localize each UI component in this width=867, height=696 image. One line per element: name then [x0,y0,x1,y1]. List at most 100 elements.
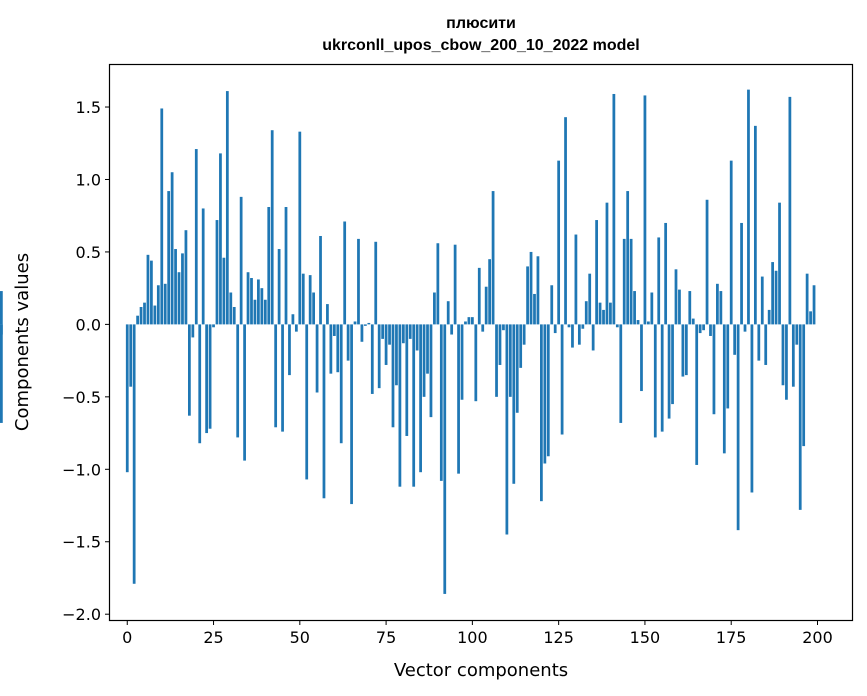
bar-96 [457,324,460,474]
y-tick-label: 0.0 [76,315,101,334]
bar-65 [350,324,353,505]
bar-79 [398,324,402,487]
bar-57 [322,324,326,499]
bar-167 [702,324,705,331]
bar-129 [571,324,574,348]
x-tick-label: 0 [122,628,132,647]
bar-10 [160,108,164,325]
bar-199 [812,285,816,325]
bar-87 [426,324,429,374]
bar-198 [809,311,812,325]
bar-42 [270,130,274,325]
y-tick-label: −2.0 [62,605,101,624]
bar-128 [567,324,571,328]
bar-166 [698,324,702,334]
bar-40 [263,299,267,325]
bar-80 [401,324,405,344]
bar-160 [678,289,681,325]
bar-118 [533,293,536,325]
bar-2 [132,324,136,584]
bar-149 [640,324,643,392]
bar-111 [508,324,512,397]
bar-144 [622,238,626,325]
bar-151 [647,321,650,325]
bar-61 [336,324,340,373]
bar-182 [753,125,757,325]
bar-136 [595,220,598,325]
bar-28 [222,257,226,325]
y-tick-label: −1.5 [62,533,101,552]
bar-181 [750,324,754,493]
bar-7 [150,260,153,325]
bar-85 [419,324,422,473]
bar-93 [446,301,450,325]
bar-35 [246,272,250,325]
bar-154 [657,237,661,325]
bar-17 [184,230,188,325]
bar-139 [605,202,609,325]
bar-21 [198,324,202,444]
bar-146 [629,238,633,325]
bar-63 [343,221,347,325]
bar-15 [177,272,181,325]
bar-186 [767,309,771,325]
bar-145 [626,191,630,325]
bar-155 [660,324,664,432]
bar-194 [795,324,799,345]
x-tick-label: 175 [716,628,747,647]
bar-67 [357,238,360,325]
bar-41 [267,207,271,325]
bar-106 [491,191,495,325]
bar-184 [760,276,764,325]
x-tick-label: 200 [802,628,833,647]
bar-164 [691,318,695,325]
x-tick-label: 150 [630,628,661,647]
bar-83 [412,324,416,487]
bar-150 [643,95,647,325]
bar-76 [388,324,391,345]
x-tick-label: 100 [457,628,488,647]
bar-8 [153,305,157,325]
bar-36 [250,278,253,325]
bar-26 [215,220,219,325]
x-tick-label: 25 [203,628,223,647]
bar-69 [364,324,367,326]
x-tick-label: 125 [543,628,574,647]
bar-103 [481,324,485,332]
bar-137 [598,302,602,325]
bar-133 [584,301,588,325]
bar-84 [415,324,419,351]
bar-88 [429,324,433,418]
bar-27 [219,153,222,325]
bar-125 [557,160,561,325]
bar-94 [450,324,454,335]
bar-138 [602,309,605,325]
bar-158 [671,324,674,405]
bar-48 [291,314,295,325]
bar-130 [574,234,578,325]
bar-107 [495,324,498,397]
bar-185 [764,324,768,365]
chart-title-line1: плюсити [446,15,516,32]
bar-168 [705,199,709,325]
bar-86 [422,324,426,397]
bar-47 [288,324,291,376]
plot-frame [108,63,854,622]
bar-127 [564,117,567,325]
bar-108 [498,324,502,365]
bar-46 [284,207,288,325]
bar-126 [560,324,564,435]
bar-177 [736,324,740,531]
bar-18 [188,324,191,416]
bar-34 [243,324,246,461]
bar-114 [519,324,523,368]
bar-104 [484,286,488,325]
bar-68 [360,324,364,342]
bar-91 [439,324,443,481]
bar-13 [170,172,174,325]
bar-19 [191,324,195,338]
y-tick-label: −0.5 [62,388,101,407]
bar-173 [722,324,726,454]
bar-135 [591,324,595,351]
